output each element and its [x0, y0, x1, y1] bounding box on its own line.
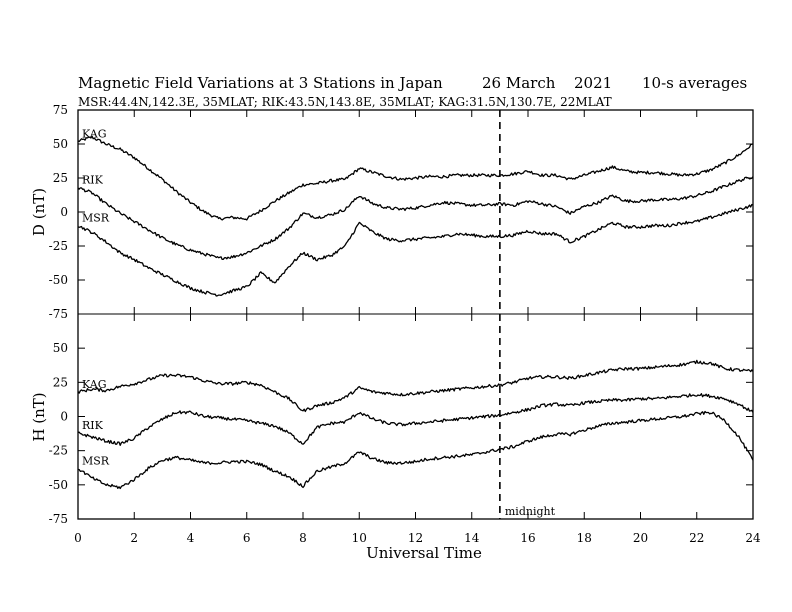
d-panel-ylabel: D (nT): [30, 188, 48, 236]
d-series-label-rik: RIK: [82, 174, 104, 187]
x-tick-label: 22: [689, 531, 704, 545]
h-series-label-msr: MSR: [82, 454, 110, 467]
h-y-tick-label: -25: [49, 444, 68, 458]
d-series-label-kag: KAG: [82, 127, 107, 140]
h-series-label-rik: RIK: [82, 419, 104, 432]
h-series-kag: [77, 359, 754, 413]
d-y-tick-label: -75: [49, 307, 68, 321]
d-series-rik: [77, 176, 754, 261]
d-series-kag: [77, 135, 754, 221]
h-series-label-kag: KAG: [82, 378, 107, 391]
x-tick-label: 4: [187, 531, 195, 545]
h-y-tick-label: 0: [60, 410, 68, 424]
x-tick-label: 16: [520, 531, 535, 545]
x-tick-label: 12: [408, 531, 423, 545]
x-tick-label: 10: [352, 531, 367, 545]
chart-marks: 75 50 25 0 -25 -50 -75 KAG RIK MSR 50 25 0 -25 -50 -75 K…: [49, 103, 761, 545]
d-y-tick-label: 50: [53, 137, 68, 151]
chart-title-date: 26 March: [482, 74, 556, 92]
h-y-tick-label: 25: [53, 375, 68, 389]
chart-subtitle: MSR:44.4N,142.3E, 35MLAT; RIK:43.5N,143.…: [78, 95, 612, 109]
x-tick-label: 6: [243, 531, 251, 545]
h-series-msr: [77, 410, 754, 490]
chart-title: Magnetic Field Variations at 3 Stations …: [78, 74, 443, 92]
x-tick-label: 20: [633, 531, 648, 545]
d-series-label-msr: MSR: [82, 212, 110, 225]
h-y-tick-label: -75: [49, 512, 68, 526]
chart-title-year: 2021: [574, 74, 612, 92]
d-y-tick-label: 25: [53, 171, 68, 185]
midnight-label: midnight: [505, 505, 556, 518]
x-tick-label: 18: [577, 531, 592, 545]
d-y-tick-label: 75: [53, 103, 68, 117]
d-y-tick-label: 0: [60, 205, 68, 219]
h-series-rik: [77, 393, 754, 446]
x-tick-label: 14: [464, 531, 480, 545]
chart-title-averaging: 10-s averages: [642, 74, 747, 92]
d-y-tick-label: -50: [49, 273, 68, 287]
x-tick-label: 2: [130, 531, 138, 545]
x-tick-label: 0: [74, 531, 82, 545]
x-tick-label: 8: [299, 531, 307, 545]
h-y-tick-label: -50: [49, 478, 68, 492]
h-y-tick-label: 50: [53, 341, 68, 355]
d-series-msr: [77, 203, 754, 297]
x-tick-label: 24: [745, 531, 761, 545]
h-panel-ylabel: H (nT): [30, 392, 48, 441]
x-axis-title: Universal Time: [366, 544, 482, 562]
d-y-tick-label: -25: [49, 239, 68, 253]
